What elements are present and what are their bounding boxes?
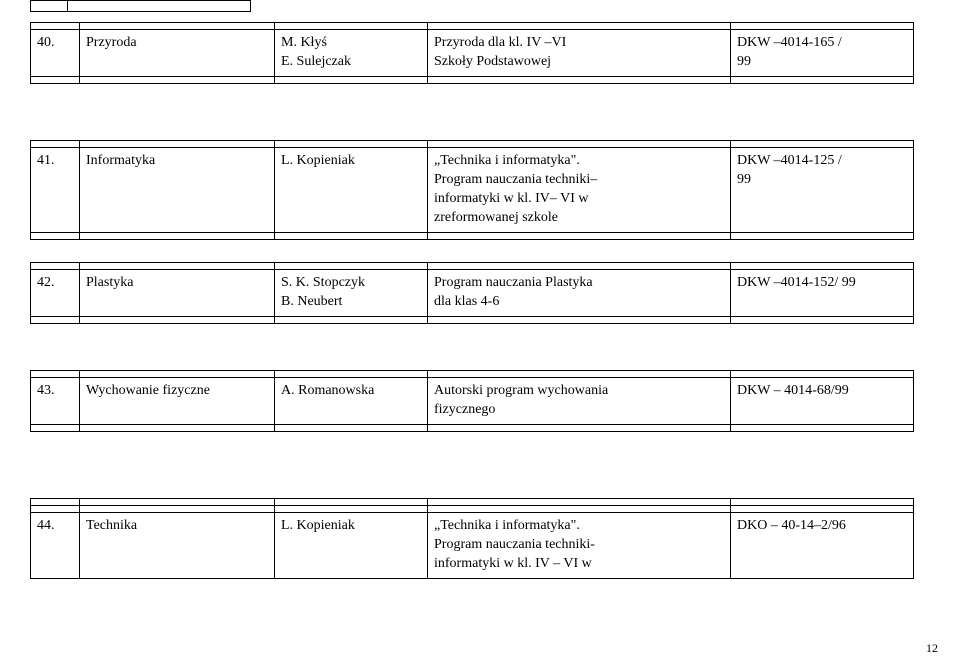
spacer-row bbox=[31, 141, 914, 148]
cell-num: 43. bbox=[31, 378, 80, 425]
cell-num: 42. bbox=[31, 270, 80, 317]
spacer-row bbox=[31, 23, 914, 30]
cell-author: M. KłyśE. Sulejczak bbox=[275, 30, 428, 77]
table-row: 41. Informatyka L. Kopieniak „Technika i… bbox=[31, 148, 914, 233]
cell-author: L. Kopieniak bbox=[275, 513, 428, 579]
cell-description: Autorski program wychowaniafizycznego bbox=[428, 378, 731, 425]
table-section-3: 42. Plastyka S. K. StopczykB. Neubert Pr… bbox=[30, 262, 914, 324]
table-section-1: 40. Przyroda M. KłyśE. Sulejczak Przyrod… bbox=[30, 22, 914, 84]
table-row: 43. Wychowanie fizyczne A. Romanowska Au… bbox=[31, 378, 914, 425]
cell-description: „Technika i informatyka".Program nauczan… bbox=[428, 148, 731, 233]
spacer-row bbox=[31, 371, 914, 378]
stub-row bbox=[31, 1, 251, 12]
cell-code: DKW –4014-165 /99 bbox=[731, 30, 914, 77]
spacer-row bbox=[31, 424, 914, 431]
cell-subject: Plastyka bbox=[80, 270, 275, 317]
cell-author: L. Kopieniak bbox=[275, 148, 428, 233]
spacer-row bbox=[31, 232, 914, 239]
cell-code: DKO – 40-14–2/96 bbox=[731, 513, 914, 579]
cell-description: „Technika i informatyka".Program nauczan… bbox=[428, 513, 731, 579]
spacer-row bbox=[31, 76, 914, 83]
cell-code: DKW – 4014-68/99 bbox=[731, 378, 914, 425]
table-section-5: 44. Technika L. Kopieniak „Technika i in… bbox=[30, 498, 914, 579]
table-top-stub bbox=[30, 0, 251, 12]
cell-subject: Wychowanie fizyczne bbox=[80, 378, 275, 425]
cell-code: DKW –4014-152/ 99 bbox=[731, 270, 914, 317]
cell-subject: Informatyka bbox=[80, 148, 275, 233]
cell-author: A. Romanowska bbox=[275, 378, 428, 425]
page-number: 12 bbox=[926, 641, 938, 656]
spacer-row bbox=[31, 263, 914, 270]
cell-num: 44. bbox=[31, 513, 80, 579]
stub-cell bbox=[31, 1, 68, 12]
cell-code: DKW –4014-125 /99 bbox=[731, 148, 914, 233]
cell-description: Przyroda dla kl. IV –VISzkoły Podstawowe… bbox=[428, 30, 731, 77]
cell-num: 41. bbox=[31, 148, 80, 233]
spacer-row bbox=[31, 316, 914, 323]
spacer-row bbox=[31, 506, 914, 513]
spacer-row bbox=[31, 499, 914, 506]
page: 40. Przyroda M. KłyśE. Sulejczak Przyrod… bbox=[0, 0, 960, 662]
table-row: 44. Technika L. Kopieniak „Technika i in… bbox=[31, 513, 914, 579]
stub-cell bbox=[68, 1, 251, 12]
table-section-2: 41. Informatyka L. Kopieniak „Technika i… bbox=[30, 140, 914, 240]
cell-subject: Technika bbox=[80, 513, 275, 579]
table-row: 40. Przyroda M. KłyśE. Sulejczak Przyrod… bbox=[31, 30, 914, 77]
cell-author: S. K. StopczykB. Neubert bbox=[275, 270, 428, 317]
cell-description: Program nauczania Plastykadla klas 4-6 bbox=[428, 270, 731, 317]
table-row: 42. Plastyka S. K. StopczykB. Neubert Pr… bbox=[31, 270, 914, 317]
cell-subject: Przyroda bbox=[80, 30, 275, 77]
cell-num: 40. bbox=[31, 30, 80, 77]
table-section-4: 43. Wychowanie fizyczne A. Romanowska Au… bbox=[30, 370, 914, 432]
